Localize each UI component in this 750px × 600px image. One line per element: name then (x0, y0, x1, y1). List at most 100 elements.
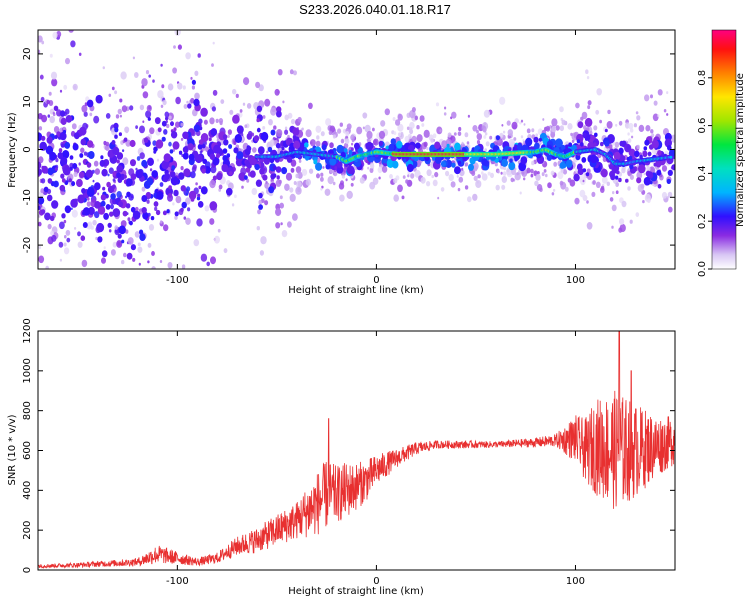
spectrogram-cell (663, 109, 667, 113)
spectrogram-cell (83, 151, 88, 156)
spectrogram-cell (58, 241, 64, 248)
spectrogram-cell (186, 186, 191, 192)
spectrogram-cell (49, 53, 53, 58)
spectrogram-cell (70, 198, 78, 208)
spectrogram-cell (293, 70, 297, 76)
spectrogram-cell (514, 144, 518, 149)
spectrogram-cell (49, 215, 55, 222)
spectrogram-cell (320, 131, 325, 137)
spectrogram-cell (341, 174, 345, 179)
spectrogram-cell (236, 125, 244, 134)
spectrogram-cell (668, 206, 673, 213)
spectrogram-cell (305, 129, 312, 138)
spectrogram-cell (275, 166, 282, 173)
spectrogram-cell (256, 226, 260, 231)
spectrogram-cell (350, 147, 354, 152)
spectrogram-cell (476, 140, 481, 145)
spectrogram-cell (229, 109, 234, 115)
spectrogram-cell (666, 91, 669, 95)
spectrogram-cell (457, 187, 461, 192)
spectrogram-cell (451, 162, 456, 168)
spectrogram-cell (457, 160, 462, 165)
spectrogram-cell (136, 156, 141, 161)
spectrogram-cell (295, 166, 302, 174)
spectrogram-cell (466, 141, 470, 145)
spectrogram-cell (177, 82, 183, 90)
spectrogram-cell (171, 165, 176, 170)
spectrogram-cell (168, 302, 170, 305)
snr-y-tick-label: 0 (22, 567, 33, 573)
spectrogram-cell (388, 143, 395, 151)
spectrogram-cell (44, 212, 51, 221)
spectrogram-cell (211, 63, 214, 67)
spectrogram-cell (644, 94, 650, 102)
spectrogram-cell (582, 179, 585, 183)
spectrogram-cell (535, 133, 539, 137)
spectrogram-cell (38, 126, 43, 131)
spectrogram-cell (520, 119, 524, 123)
spectrogram-cell (175, 96, 181, 105)
spectrogram-cell (153, 150, 157, 154)
spectrogram-cell (477, 174, 481, 179)
spectrogram-cell (453, 132, 457, 136)
spectrogram-cell (378, 130, 386, 139)
spectrogram-cell (99, 159, 106, 167)
spectrogram-cell (392, 117, 396, 121)
spectrogram-cell (118, 201, 124, 208)
spectrogram-cell (64, 141, 71, 149)
spectrogram-cell (241, 185, 244, 189)
spectrogram-cell (534, 142, 540, 150)
spectrogram-cell (284, 114, 289, 121)
spectrogram-cell (187, 207, 191, 212)
spectrogram-cell (275, 222, 281, 229)
spectrogram-cell (108, 93, 112, 98)
spectrogram-cell (256, 105, 263, 113)
spectrogram-cell (186, 100, 189, 104)
spectrogram-cell (346, 165, 355, 175)
spectrogram-cell (484, 148, 488, 152)
spectrogram-cell (613, 151, 621, 160)
spectrogram-cell (530, 168, 534, 174)
spectrogram-cell (151, 266, 156, 269)
spectrogram-cell (163, 129, 168, 135)
spectrogram-cell (555, 125, 560, 131)
spectrogram-cell (47, 223, 52, 230)
spectrogram-cell (487, 171, 491, 176)
spectrogram-cell (142, 91, 149, 99)
spectrogram-cell (161, 120, 167, 127)
spectrogram-cell (87, 312, 90, 316)
spectrogram-cell (125, 203, 131, 209)
spectrogram-cell (197, 193, 201, 198)
spectrogram-cell (190, 76, 193, 80)
spectrogram-cell (264, 200, 269, 206)
spectrogram-cell (337, 128, 342, 134)
spectrogram-cell (439, 129, 442, 133)
spectrogram-cell (53, 126, 60, 133)
spectrogram-cell (216, 172, 223, 181)
spectrogram-cell (351, 138, 355, 143)
spectrogram-cell (46, 194, 53, 202)
spectrogram-cell (191, 85, 195, 90)
spectrogram-cell (94, 211, 100, 219)
spectrogram-cell (381, 165, 388, 173)
spectrogram-cell (59, 258, 63, 262)
spectrogram-cell (169, 149, 174, 154)
spectrogram-cell (369, 167, 374, 173)
snr-x-tick-label: -100 (166, 576, 189, 587)
spectrogram-cell (421, 123, 425, 127)
spectrogram-cell (447, 132, 452, 138)
spectrogram-cell (273, 125, 277, 130)
spectrogram-cell (51, 275, 54, 279)
spectrogram-cell (547, 182, 552, 189)
spectrogram-cell (671, 164, 675, 171)
spectrogram-cell (351, 142, 354, 146)
spectrogram-cell (377, 166, 383, 174)
spectrogram-cell (180, 122, 184, 127)
spectrogram-cell (110, 249, 116, 256)
spectrogram-cell (60, 173, 65, 179)
spectrogram-cell (481, 171, 484, 175)
spectrogram-cell (156, 190, 164, 200)
spectrogram-cell (178, 172, 185, 180)
spectrogram-cell (290, 159, 297, 167)
spectrogram-cell (59, 110, 66, 117)
